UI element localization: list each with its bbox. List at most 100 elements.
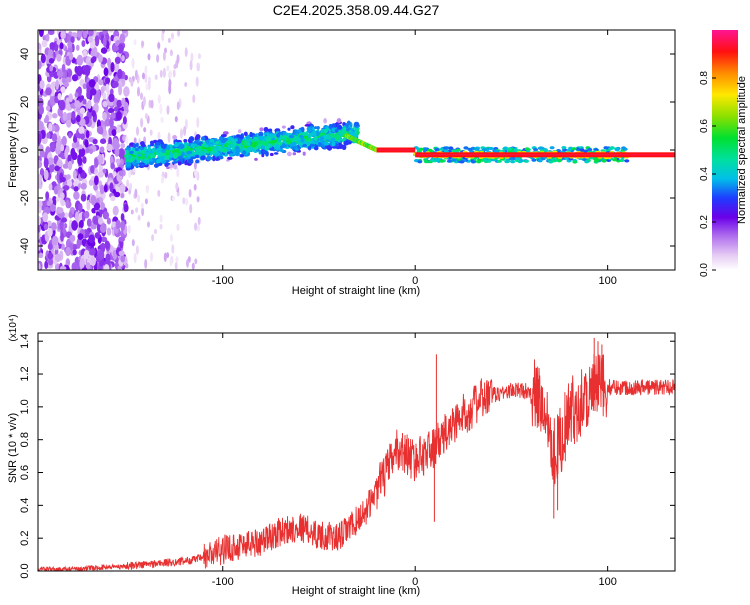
spectrogram-cell [62,185,70,191]
spectrogram-cell [125,149,129,155]
spectrogram-cell [38,120,44,132]
spectrogram-cell [109,182,114,193]
spectrogram-cell [174,148,180,154]
spectrogram-cell [38,174,43,183]
spectrogram-cell [125,154,129,159]
spectrogram-cell [342,127,347,133]
spectrogram-cell [140,163,145,167]
spectrogram-cell [68,210,73,219]
spectrogram-cell [38,215,41,226]
spectrogram-cell [56,70,64,78]
spectrogram-cell [83,249,90,260]
spectrogram-cell [281,125,286,129]
x-tick-label: 0 [412,576,418,588]
snr-marks [38,337,675,571]
spectrogram-cell [205,139,210,144]
spectrogram-cell [100,236,108,243]
spectrogram-cell [549,146,555,150]
spectrogram-cell [92,138,98,145]
spectrogram-cell [189,136,195,142]
spectrogram-cell [59,219,64,231]
spectrogram-cell [147,144,151,148]
spectrogram-cell [117,68,123,79]
spectrogram-cell [122,116,127,125]
y-tick-label: 1.4 [19,334,31,349]
spectrogram-cell [114,146,120,157]
spectrogram-cell [300,137,305,143]
spectrogram-cell [91,110,96,118]
spectrogram-cell [587,147,593,152]
spectrogram-cell [118,170,124,177]
spectrogram-cell [52,113,58,119]
spectrogram-cell [269,152,274,157]
snr-x-ticks: -100 0 100 [212,333,617,588]
spectrogram-cell [196,117,200,128]
spectrogram-cell [75,114,81,123]
spectrogram-cell [463,146,469,150]
spectrogram-cell [56,183,61,191]
spectrogram-cell [160,156,164,162]
spectrogram-cell [172,195,175,202]
spectrogram-cell [477,158,483,162]
spectrogram-cell [171,32,174,40]
spectrogram-cell [197,152,202,156]
spectrogram-cell [155,141,161,146]
spectrogram-cell [99,138,107,144]
spectrogram-cell [186,259,189,268]
spectrogram-cell [74,100,81,108]
spectrogram-cell [100,47,108,54]
spectrogram-cell [45,33,50,42]
spectrogram-cell [286,139,292,145]
spectrogram-cell [345,122,349,128]
spectrogram-cell [167,37,171,44]
spectrogram-cell [220,138,227,144]
spectrogram-cell [119,183,126,193]
spectrogram-cell [72,249,77,256]
spectrogram-cell [38,105,45,115]
snr-frame [37,332,676,572]
spectrogram-cell [185,197,189,206]
spectrogram-cell [195,76,199,87]
spectrogram-cell [49,65,54,72]
spectrogram-cell [99,146,105,154]
spectrogram-cell [307,145,312,151]
spectrogram-cell [265,150,269,157]
spectrogram-cell [73,186,79,192]
spectrogram-cell [140,92,143,101]
spectrogram-cell [220,133,227,138]
spectrogram-cell [56,53,62,62]
spectrogram-cell [62,111,68,121]
spectrogram-cell [107,30,114,33]
spectrogram-cell [334,128,339,133]
spectrogram-cell [50,222,57,231]
spectrogram-cell [531,158,537,162]
spectrogram-cell [102,92,107,100]
y-tick-label: 0 [19,147,31,153]
spectrogram-cell [75,140,80,148]
spectrogram-cell [286,151,292,157]
spectrogram-cell [93,167,99,174]
spectrogram-cell [194,258,198,265]
spectrogram-cell [141,40,145,47]
spectrogram-cell [80,182,87,190]
spectrogram-cell [176,167,180,178]
spectrogram-cell [157,189,161,197]
spectrogram-cell [183,142,190,146]
spectrogram-cell [442,146,448,150]
spectrogram-cell [141,143,146,148]
spectrogram-cell [151,147,156,153]
spectrogram-cell [215,157,219,161]
spectrogram-cell [331,123,337,128]
spectrogram-cell [252,141,257,148]
spectrogram-cell [316,126,320,130]
spectrogram-cell [63,82,70,88]
spectrogram-cell [89,248,96,256]
spectrogram-cell [88,234,96,244]
spectrogram-cell [85,130,90,139]
x-tick-label: 100 [598,576,616,588]
spectrogram-cell [43,223,49,231]
spectrogram-cell [65,246,71,257]
spectrogram-cell [164,171,168,179]
spectrogram-cell [130,209,134,215]
